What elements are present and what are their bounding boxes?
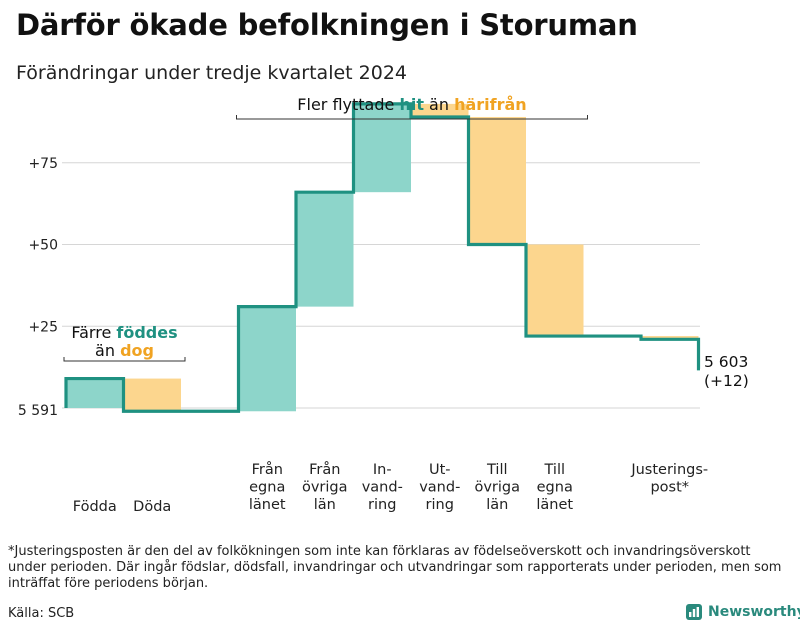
- waterfall-bar: [411, 103, 469, 117]
- annotation-fragment: Färre: [71, 323, 116, 342]
- annotation-layer: Fler flyttade hit än härifrån Färre födde…: [63, 95, 588, 362]
- category-label: Från: [309, 461, 340, 478]
- category-label: In-: [373, 462, 392, 478]
- brand-logo[interactable]: Newsworthy: [686, 604, 800, 620]
- waterfall-bar: [123, 378, 181, 412]
- end-value-label: 5 603: [704, 353, 748, 371]
- y-tick-label: +50: [28, 238, 58, 254]
- y-tick-label: +25: [28, 319, 58, 335]
- waterfall-bar: [238, 306, 296, 412]
- category-label: egna: [537, 480, 573, 496]
- annotation-fragment: föddes: [116, 323, 177, 342]
- top-annotation-text: Fler flyttade hit än härifrån: [297, 95, 526, 114]
- category-label: länet: [536, 497, 573, 513]
- annotation-fragment: härifrån: [454, 95, 527, 114]
- end-change-label: (+12): [704, 372, 749, 390]
- chart-title: Därför ökade befolkningen i Storuman: [16, 8, 638, 42]
- brand-name: Newsworthy: [708, 604, 800, 620]
- bar-chart-icon: [686, 604, 702, 620]
- category-label: ring: [368, 497, 396, 513]
- category-label: Justerings-: [630, 462, 708, 478]
- y-tick-label: +75: [28, 156, 58, 172]
- category-label: Ut-: [429, 462, 451, 478]
- category-label: län: [314, 497, 336, 513]
- left-annotation-line-2: än dog: [95, 341, 154, 360]
- bar-layer: [66, 103, 699, 412]
- category-label: vand-: [362, 480, 403, 496]
- category-label: länet: [249, 497, 286, 513]
- waterfall-bar: [468, 116, 526, 245]
- start-value-label: 5 591: [18, 403, 58, 419]
- chart-subtitle: Förändringar under tredje kvartalet 2024: [16, 62, 408, 84]
- source-label: Källa: SCB: [8, 606, 75, 621]
- left-annotation-line-1: Färre föddes: [71, 323, 177, 342]
- grid-layer: [62, 162, 700, 409]
- step-line-layer: [64, 102, 701, 413]
- category-label: övriga: [474, 480, 520, 496]
- category-label: Till: [486, 462, 508, 478]
- category-label: ring: [426, 497, 454, 513]
- waterfall-bar: [641, 336, 699, 340]
- category-label: Födda: [73, 499, 117, 515]
- category-label: Döda: [133, 499, 171, 515]
- category-label: län: [486, 497, 508, 513]
- category-label: vand-: [419, 480, 460, 496]
- annotation-fragment: Fler flyttade: [297, 95, 399, 114]
- top-annotation-bracket: [236, 115, 588, 120]
- category-label: Till: [544, 462, 566, 478]
- footnote: *Justeringsposten är den del av folkökni…: [8, 544, 782, 591]
- left-annotation-bracket: [63, 357, 186, 362]
- category-label: post*: [650, 480, 689, 496]
- cumulative-step-line: [64, 102, 701, 413]
- category-label: Från: [252, 461, 283, 478]
- category-label: egna: [249, 480, 285, 496]
- annotation-fragment: dog: [120, 341, 154, 360]
- annotation-fragment: än: [95, 341, 120, 360]
- waterfall-bar: [526, 244, 584, 337]
- waterfall-bar: [66, 378, 124, 408]
- annotation-fragment: än: [424, 95, 454, 114]
- waterfall-bar: [296, 192, 354, 307]
- category-label: övriga: [302, 480, 348, 496]
- annotation-fragment: hit: [399, 95, 424, 114]
- waterfall-bar: [353, 103, 411, 193]
